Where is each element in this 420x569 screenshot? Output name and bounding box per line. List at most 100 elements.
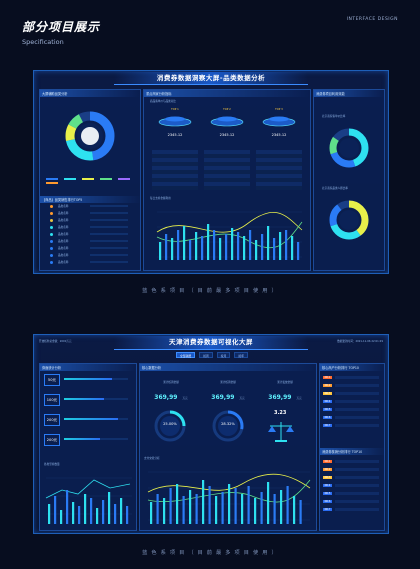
bar-mark [163,498,166,524]
board-2-right-info: 数据更新时间：2021-11-06 22:01:29 [337,340,383,343]
bar-mark [189,490,192,524]
bar-mark [195,494,198,524]
rank-tag: NO.1 [323,376,332,379]
interface-design-label: INTERFACE DESIGN [346,17,398,22]
kpi-label: 累计发放金额 [277,381,293,384]
table-row: 品类名称 [58,205,69,208]
board-1-title-bar: 消费券数据洞察大屏-品类数据分析 [114,72,308,85]
bar-mark [215,496,218,524]
bar-mark [297,242,300,260]
efficiency-donut-2 [329,200,369,240]
b2-left-chart-title: 各类型券数量 [44,463,60,466]
table-row: 品类名称 [58,254,69,257]
kpi-unit: 万元 [239,397,245,400]
bar-mark [237,232,240,260]
bar-mark [254,498,257,524]
b2-panel-right-title: 核心商户分析排行 TOP10 [320,364,384,371]
category-rank-table: 品类名称 品类名称 品类名称 品类名称 品类名称 品类名称 品类名称 品类名称 … [46,204,134,266]
bar-mark [213,230,216,260]
table-row: 品类名称 [58,212,69,215]
bar-mark [120,498,123,524]
bar-mark [78,506,81,524]
rank-tag: NO.5 [323,492,332,495]
board-2-panel-mid: 核心数据分析 累计核销金额 369,99 万元 累计核销金额 369,99 万元… [139,363,317,531]
bar-mark [90,498,93,524]
rank-tag: NO.7 [323,508,332,511]
bar-mark [54,496,57,524]
bar-mark [221,492,224,524]
rank-tag: NO.6 [323,416,332,419]
rank-tag: NO.1 [323,460,332,463]
kpi-value: 369,99 [268,394,292,401]
bar-mark [291,236,294,260]
board-2-title-bar: 天津消费券数据可视化大屏 [114,336,308,350]
bar-mark [156,494,159,524]
kpi-label: 累计核销金额 [163,381,179,384]
rank-tag: NO.2 [323,468,332,471]
bar-mark [255,240,258,260]
caption-2: 蓝 色 系 项 目 （ 目 前 最 多 项 目 使 用 ） [142,550,278,556]
coupon-face-list: 50元 100元 200元 200元 [44,374,132,454]
coupon-face-200b: 200元 [44,434,60,446]
panel-left-title: 大屏辅助品类分析 [40,90,140,97]
bar-mark [102,500,105,524]
bar-mark [84,494,87,524]
bar-mark [169,488,172,524]
caption-1: 蓝 色 系 项 目 （ 目 前 最 多 项 目 使 用 ） [142,288,278,294]
top-card-1: TOP 1 2345.12 [152,108,198,148]
bar-mark [247,486,250,524]
coupon-face-200a: 200元 [44,414,60,426]
panel-right-title: 消费券项目利用效能 [314,90,384,97]
board-1-panel-left: 大屏辅助品类分析 【商品】品类销售排行TOP5 品类名称 品类名称 品类 [39,89,142,271]
board-2-panel-left: 券面统计分析 50元 100元 200元 200元 各类型券数量 [39,363,137,531]
bar-mark [208,486,211,524]
top-label: TOP 2 [223,108,231,111]
bar-mark [267,482,270,524]
bar-mark [273,494,276,524]
bar-mark [201,236,204,260]
kpi-card-3: 累计发放金额 369,99 万元 [258,380,312,401]
bar-mark [279,232,282,260]
bar-mark [176,484,179,524]
bar-mark [231,228,234,260]
coupon-face-50: 50元 [44,374,60,386]
bar-mark [228,484,231,524]
table-row: 品类名称 [58,261,69,264]
tab-month[interactable]: 按月 [216,352,231,358]
coupon-face-100: 100元 [44,394,60,406]
bar-mark [114,504,117,524]
tab-year[interactable]: 按年 [234,352,249,358]
rank-tag: NO.5 [323,408,332,411]
donut-label-1: 北京商家客单价比率 [322,115,346,118]
bar-mark [66,490,69,524]
mini-table-block [152,150,302,190]
top-value: 2345.12 [219,133,235,137]
dashboard-preview-1: 消费券数据洞察大屏-品类数据分析 大屏辅助品类分析 【商品】品类销售排行TOP5 [33,70,389,274]
payment-analysis-chart [147,471,311,524]
table-row: 品类名称 [58,219,69,222]
coupon-count-chart [45,477,132,524]
top-label: TOP 3 [275,108,283,111]
daily-bar-line-chart [156,211,303,260]
board-2-title: 天津消费券数据可视化大屏 [169,338,253,346]
tab-week[interactable]: 按周 [199,352,213,358]
bar-mark [72,502,75,524]
podium-icon [262,116,296,127]
podium-icon [158,116,192,127]
bar-mark [280,490,283,524]
panel-mid-sub-title: 商品客单价与品类对比 [150,100,176,103]
top-label: TOP 1 [171,108,179,111]
rank-tag: NO.3 [323,476,332,479]
bar-mark [177,230,180,260]
panel-left-list-title: 【商品】品类销售排行TOP5 [40,196,142,203]
bar-mark [260,492,263,524]
ratio-ring-1-value: 25.00% [163,422,177,426]
bar-mark [48,504,51,524]
bar-mark [126,506,129,524]
kpi-card-1: 累计核销金额 369,99 万元 [144,380,198,401]
bar-mark [219,238,222,260]
board-2-tabs: 全部消费 按周 按月 按年 [132,352,292,358]
tab-all[interactable]: 全部消费 [175,352,196,358]
table-row: 品类名称 [58,226,69,229]
b2-panel-left-title: 券面统计分析 [40,364,136,371]
